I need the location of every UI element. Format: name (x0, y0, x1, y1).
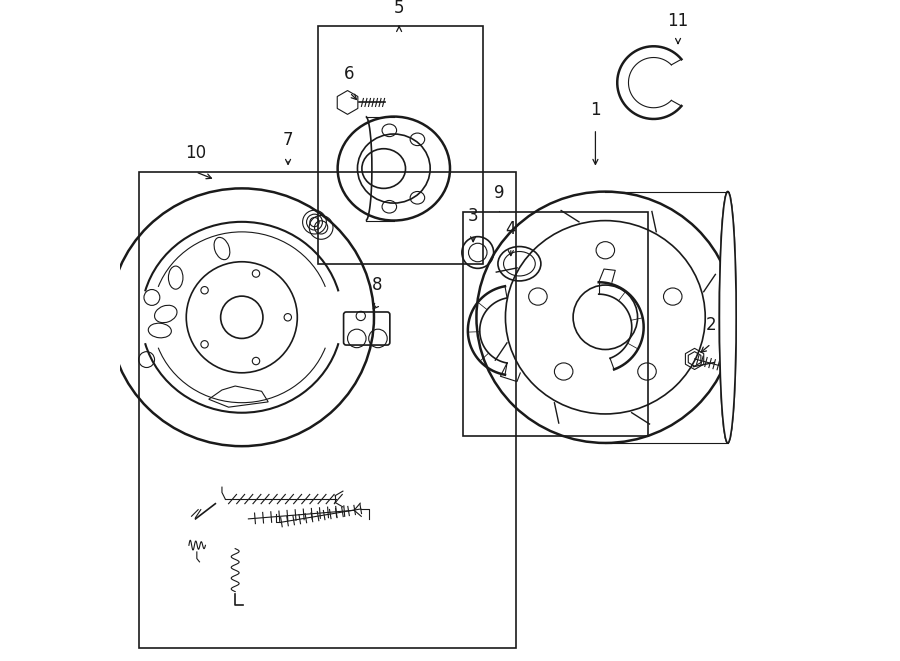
Text: 11: 11 (668, 12, 688, 30)
Text: 4: 4 (506, 220, 516, 238)
Text: 9: 9 (494, 184, 505, 202)
Text: 10: 10 (185, 144, 206, 162)
Bar (464, 212, 648, 436)
Text: 2: 2 (706, 316, 716, 334)
Text: 5: 5 (394, 0, 404, 17)
Bar (140, 172, 516, 648)
Text: 6: 6 (345, 65, 355, 83)
Text: 1: 1 (590, 101, 600, 119)
Bar (318, 26, 483, 264)
Ellipse shape (720, 193, 736, 442)
Text: 3: 3 (468, 207, 479, 225)
Text: 8: 8 (372, 276, 382, 294)
Text: 7: 7 (283, 131, 293, 149)
